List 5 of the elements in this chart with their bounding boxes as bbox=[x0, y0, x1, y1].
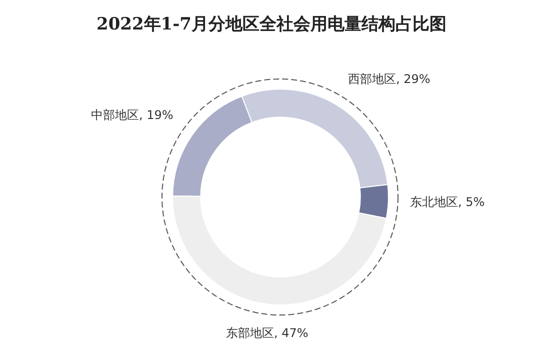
slice-label: 东部地区, 47% bbox=[226, 326, 308, 340]
chart-title: 2022年1-7月分地区全社会用电量结构占比图 bbox=[96, 14, 447, 35]
slice-label: 西部地区, 29% bbox=[348, 72, 430, 86]
slice-label: 中部地区, 19% bbox=[91, 108, 174, 122]
slice-label: 东北地区, 5% bbox=[410, 195, 485, 209]
